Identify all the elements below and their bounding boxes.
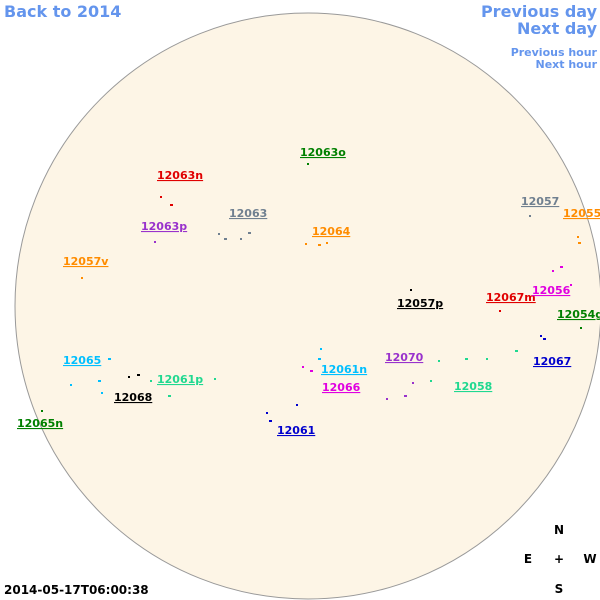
region-label: 12067 — [533, 355, 571, 368]
region-label: 12063o — [300, 146, 346, 159]
region-label: 12061p — [157, 373, 203, 386]
sunspot — [499, 310, 501, 312]
sunspot — [150, 380, 152, 382]
sunspot — [248, 232, 251, 234]
sunspot — [224, 238, 227, 240]
region-label: 12057v — [63, 255, 109, 268]
next-day-link[interactable]: Next day — [517, 19, 598, 38]
sunspot — [160, 196, 162, 198]
sunspot — [540, 335, 542, 337]
sunspot — [214, 378, 216, 380]
sunspot — [570, 284, 572, 286]
sunspot — [81, 277, 83, 279]
sunspot — [108, 358, 111, 360]
solar-disk — [14, 12, 600, 600]
region-label: 12063 — [229, 207, 267, 220]
sunspot — [269, 420, 272, 422]
sunspot — [552, 270, 554, 272]
sunspot — [307, 163, 309, 165]
region-label: 12061n — [321, 363, 367, 376]
region-label: 12065n — [17, 417, 63, 430]
sunspot — [320, 348, 322, 350]
previous-hour-link[interactable]: Previous hour — [511, 46, 598, 59]
region-label: 12063n — [157, 169, 203, 182]
region-label: 12054g — [557, 308, 600, 321]
sunspot — [70, 384, 72, 386]
sunspot — [318, 358, 321, 360]
sunspot — [266, 412, 268, 414]
sunspot — [98, 380, 101, 382]
sunspot — [543, 338, 546, 340]
region-label: 12068 — [114, 391, 152, 404]
sunspot — [529, 215, 531, 217]
previous-day-link[interactable]: Previous day — [481, 2, 598, 21]
sunspot — [296, 404, 298, 406]
sunspot — [305, 243, 307, 245]
sunspot — [577, 236, 579, 238]
region-label: 12065 — [63, 354, 101, 367]
region-label: 12070 — [385, 351, 424, 364]
region-label: 12058 — [454, 380, 492, 393]
sunspot — [168, 395, 171, 397]
region-label: 12061 — [277, 424, 315, 437]
region-label: 12067m — [486, 291, 536, 304]
region-label: 12066 — [322, 381, 361, 394]
sunspot — [240, 238, 242, 240]
sunspot — [170, 204, 173, 206]
sunspot — [154, 241, 156, 243]
compass-center: + — [554, 552, 564, 566]
sunspot — [41, 410, 43, 412]
sunspot — [412, 382, 414, 384]
region-label: 12056 — [532, 284, 571, 297]
sunspot — [486, 358, 488, 360]
sunspot — [218, 233, 220, 235]
sunspot — [438, 360, 440, 362]
sunspot — [101, 392, 103, 394]
sunspot — [326, 242, 328, 244]
sunspot — [137, 374, 140, 376]
region-label: 12057 — [521, 195, 559, 208]
back-link[interactable]: Back to 2014 — [4, 2, 121, 21]
sunspot — [578, 242, 581, 244]
sunspot — [386, 398, 388, 400]
sunspot — [580, 327, 582, 329]
sunspot — [515, 350, 518, 352]
region-label: 12055 — [563, 207, 600, 220]
compass-west: W — [583, 552, 596, 566]
region-label: 12063p — [141, 220, 187, 233]
region-label: 12057p — [397, 297, 443, 310]
sunspot — [465, 358, 468, 360]
sunspot — [560, 266, 563, 268]
sunspot — [128, 376, 130, 378]
sunspot — [310, 370, 313, 372]
sunspot — [318, 244, 321, 246]
compass-east: E — [524, 552, 532, 566]
next-hour-link[interactable]: Next hour — [536, 58, 598, 71]
sunspot — [410, 289, 412, 291]
sunspot — [302, 366, 304, 368]
compass-south: S — [555, 582, 564, 596]
region-label: 12064 — [312, 225, 351, 238]
sunspot — [430, 380, 432, 382]
timestamp: 2014-05-17T06:00:38 — [4, 583, 149, 597]
compass-north: N — [554, 523, 564, 537]
sunspot — [404, 395, 407, 397]
